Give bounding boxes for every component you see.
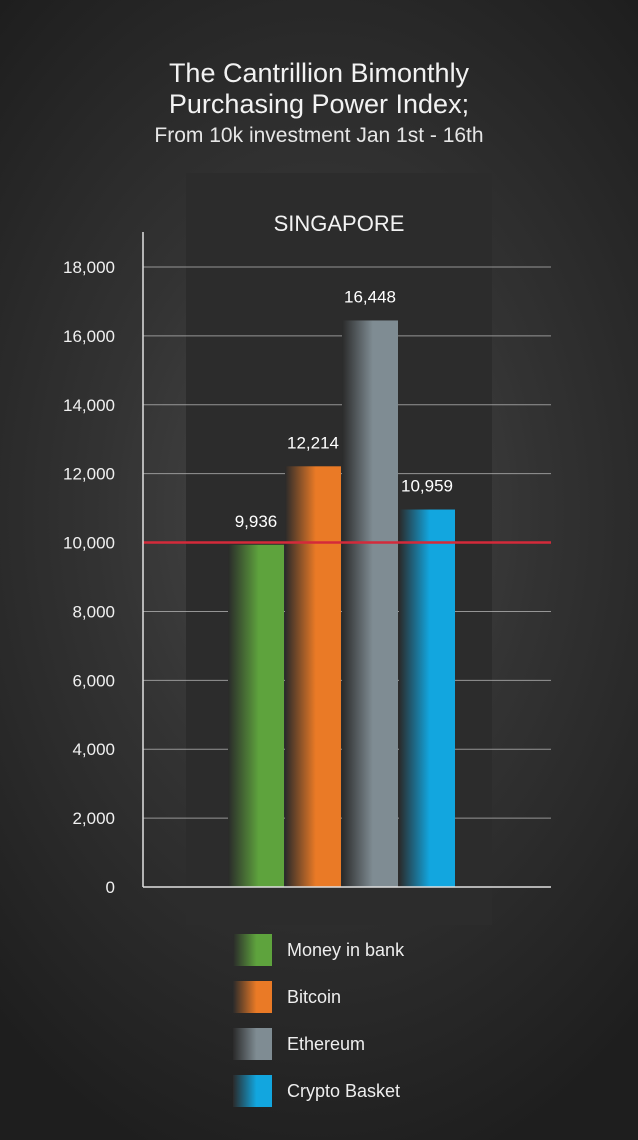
legend-swatch-crypto-basket xyxy=(233,1075,272,1107)
bar xyxy=(228,544,284,887)
y-tick-label: 18,000 xyxy=(63,258,115,277)
panel-title: SINGAPORE xyxy=(274,211,405,236)
y-tick-label: 16,000 xyxy=(63,327,115,346)
legend-label: Bitcoin xyxy=(287,986,342,1007)
legend-swatch-ethereum xyxy=(233,1028,272,1060)
chart-title-block: The Cantrillion Bimonthly Purchasing Pow… xyxy=(0,58,638,150)
legend-label: Money in bank xyxy=(287,939,405,960)
y-tick-label: 14,000 xyxy=(63,396,115,415)
legend-item-crypto-basket: Crypto Basket xyxy=(233,1075,404,1107)
chart-title-line-1: The Cantrillion Bimonthly xyxy=(168,58,470,88)
legend-swatch-bitcoin xyxy=(233,981,272,1013)
chart-subtitle: From 10k investment Jan 1st - 16th xyxy=(154,124,484,147)
legend-item-money-in-bank: Money in bank xyxy=(233,934,404,966)
legend: Money in bank Bitcoin Ethereum Crypto Ba… xyxy=(233,934,404,1122)
y-tick-label: 10,000 xyxy=(63,534,115,553)
legend-item-bitcoin: Bitcoin xyxy=(233,981,404,1013)
legend-label: Crypto Basket xyxy=(287,1080,401,1101)
y-tick-label: 12,000 xyxy=(63,465,115,484)
bar-value-label: 9,936 xyxy=(235,512,278,531)
bar-value-label: 10,959 xyxy=(401,477,453,496)
legend-item-ethereum: Ethereum xyxy=(233,1028,404,1060)
legend-label: Ethereum xyxy=(287,1033,366,1054)
chart-title-line-2: Purchasing Power Index; xyxy=(168,89,470,119)
bar-value-label: 16,448 xyxy=(344,287,396,306)
y-tick-label: 2,000 xyxy=(72,809,115,828)
bar-value-label: 12,214 xyxy=(287,433,339,452)
legend-swatch-money-in-bank xyxy=(233,934,272,966)
bar xyxy=(342,320,398,887)
y-tick-label: 8,000 xyxy=(72,602,115,621)
bar xyxy=(285,466,341,887)
y-tick-label: 6,000 xyxy=(72,671,115,690)
y-tick-label: 0 xyxy=(106,878,115,897)
bar xyxy=(399,509,455,887)
y-tick-label: 4,000 xyxy=(72,740,115,759)
